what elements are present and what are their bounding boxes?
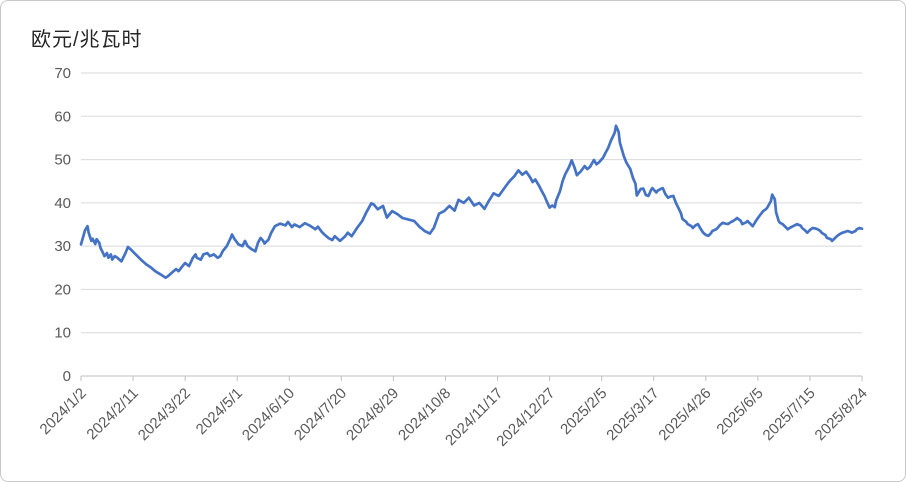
y-tick-label: 0 bbox=[63, 368, 71, 385]
x-tick-label: 2024/3/22 bbox=[135, 385, 194, 444]
y-tick-label: 20 bbox=[54, 281, 71, 298]
x-tick-label: 2024/1/2 bbox=[37, 385, 90, 438]
x-tick-label: 2025/7/15 bbox=[760, 385, 819, 444]
x-tick-label: 2024/5/1 bbox=[193, 385, 246, 438]
x-tick-label: 2024/8/29 bbox=[343, 385, 402, 444]
x-tick-label: 2024/6/10 bbox=[239, 385, 298, 444]
y-tick-label: 40 bbox=[54, 195, 71, 212]
x-tick-label: 2025/8/24 bbox=[812, 385, 871, 444]
x-tick-label: 2024/2/11 bbox=[83, 385, 141, 443]
y-tick-label: 50 bbox=[54, 152, 71, 169]
chart-title: 欧元/兆瓦时 bbox=[31, 29, 143, 51]
x-tick-label: 2025/2/5 bbox=[557, 385, 610, 438]
x-tick-label: 2025/3/17 bbox=[603, 385, 662, 444]
y-tick-label: 60 bbox=[54, 108, 71, 125]
x-tick-label: 2024/7/20 bbox=[291, 385, 350, 444]
x-axis-labels: 2024/1/22024/2/112024/3/222024/5/12024/6… bbox=[37, 385, 871, 450]
x-tick-label: 2025/6/5 bbox=[713, 385, 766, 438]
y-axis-labels: 0 10 20 30 40 50 60 70 bbox=[54, 65, 71, 385]
x-tick-label: 2025/4/26 bbox=[655, 385, 714, 444]
price-line bbox=[79, 124, 864, 280]
x-axis bbox=[80, 375, 863, 381]
y-tick-label: 30 bbox=[54, 238, 71, 255]
y-tick-label: 10 bbox=[54, 325, 71, 342]
y-tick-label: 70 bbox=[54, 65, 71, 82]
